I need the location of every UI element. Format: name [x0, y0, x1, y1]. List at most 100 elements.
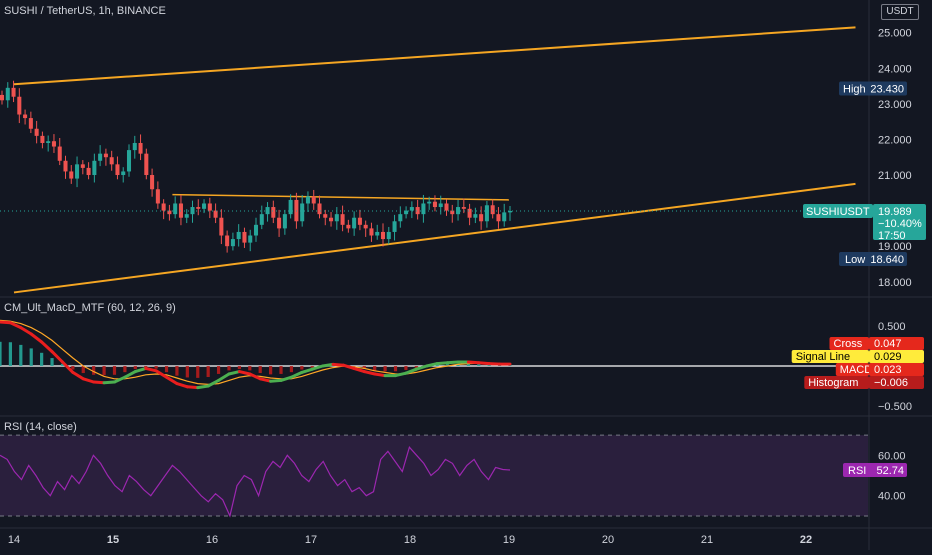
time-tick-label: 17 [305, 534, 317, 546]
low-price-label-text: Low [845, 254, 865, 266]
candle-body [237, 232, 241, 239]
macd-line-segment [198, 386, 208, 388]
candle-body [167, 211, 171, 215]
candle-body [81, 164, 85, 168]
candle-body [92, 161, 96, 175]
candle-body [502, 212, 506, 221]
macd-histogram-bar [196, 366, 199, 378]
high-price-label-text: 23.430 [870, 84, 904, 96]
macd-label-value-1: 0.029 [869, 350, 924, 363]
candle-body [58, 147, 62, 161]
candle-body [300, 203, 304, 221]
rsi-label-text: RSI [848, 465, 866, 477]
macd-label-name-3: Histogram [804, 376, 869, 389]
macd-histogram-bar [207, 366, 210, 377]
candle-body [491, 205, 495, 214]
price-tick-label: 24.000 [878, 63, 912, 75]
macd-label-name-0: Cross [830, 337, 870, 350]
time-tick-label: 22 [800, 534, 812, 546]
macd-line-segment [333, 364, 343, 365]
macd-histogram-bar [217, 366, 220, 374]
candle-body [352, 218, 356, 229]
macd-histogram-bar [290, 366, 293, 372]
macd-tick-label: −0.500 [878, 401, 912, 413]
low-price-label: Low 18.640 [839, 252, 907, 266]
candle-body [17, 97, 21, 115]
rsi-tick-label: 40.00 [878, 491, 906, 503]
macd-label-value-2: 0.023 [869, 363, 924, 376]
candle-body [156, 189, 160, 203]
time-tick-label: 14 [8, 534, 20, 546]
macd-line-segment [187, 387, 197, 388]
candle-body [219, 218, 223, 236]
candle-body [46, 141, 50, 143]
candle-body [0, 95, 4, 100]
macd-label-value-3-text: −0.006 [874, 377, 908, 389]
candle-body [369, 228, 373, 235]
macd-label-value-2-text: 0.023 [874, 364, 902, 376]
macd-label-name-2: MACD [836, 363, 872, 376]
candle-body [87, 168, 91, 175]
price-tick-label: 18.000 [878, 277, 912, 289]
candle-body [329, 218, 333, 222]
candle-body [375, 232, 379, 236]
candle-body [121, 171, 125, 175]
candle-body [69, 171, 73, 178]
candle-body [381, 232, 385, 239]
macd-label-name-3-text: Histogram [808, 377, 858, 389]
candle-body [127, 150, 131, 171]
time-tick-label: 16 [206, 534, 218, 546]
time-tick-label: 20 [602, 534, 614, 546]
candle-body [346, 225, 350, 229]
candle-body [277, 218, 281, 229]
macd-histogram-bar [238, 366, 241, 369]
macd-histogram-bar [248, 366, 251, 370]
macd-histogram-bar [9, 342, 12, 366]
candle-body [242, 232, 246, 243]
macd-histogram-bar [165, 366, 168, 372]
macd-line-segment [448, 362, 458, 363]
candle-body [162, 203, 166, 210]
price-tick-label: 21.000 [878, 170, 912, 182]
candle-body [104, 154, 108, 158]
candle-body [289, 200, 293, 214]
macd-line-segment [468, 362, 478, 363]
macd-title: CM_Ult_MacD_MTF (60, 12, 26, 9) [4, 302, 176, 314]
candle-body [439, 203, 443, 207]
candle-body [52, 141, 56, 146]
macd-histogram-bar [384, 366, 387, 371]
macd-line-segment [479, 363, 489, 364]
candle-body [271, 207, 275, 218]
macd-histogram-bar [71, 366, 74, 370]
candle-body [358, 218, 362, 225]
macd-line-segment [375, 374, 385, 376]
macd-histogram-bar [0, 342, 2, 366]
candle-body [260, 214, 264, 225]
low-price-label-text: 18.640 [870, 254, 904, 266]
candle-body [208, 203, 212, 210]
candle-body [306, 196, 310, 203]
time-tick-label: 18 [404, 534, 416, 546]
macd-histogram-bar [186, 366, 189, 377]
macd-label-name-1-text: Signal Line [796, 351, 850, 363]
price-tick-label: 19.000 [878, 241, 912, 253]
time-tick-label: 19 [503, 534, 515, 546]
candle-body [225, 236, 229, 247]
candle-body [485, 205, 489, 221]
candle-body [462, 207, 466, 209]
candle-body [110, 157, 114, 164]
candle-body [214, 211, 218, 218]
macd-histogram-bar [123, 366, 126, 372]
candle-body [63, 161, 67, 172]
macd-line-segment [323, 364, 333, 366]
currency-button[interactable]: USDT [881, 4, 919, 20]
macd-line-segment [0, 322, 10, 323]
rsi-label-text: 52.74 [876, 465, 904, 477]
candle-body [173, 203, 177, 214]
last-price-label-text: 19.989 [878, 206, 912, 218]
macd-histogram-bar [373, 366, 376, 370]
macd-histogram-bar [259, 366, 262, 373]
price-tick-label: 25.000 [878, 28, 912, 40]
